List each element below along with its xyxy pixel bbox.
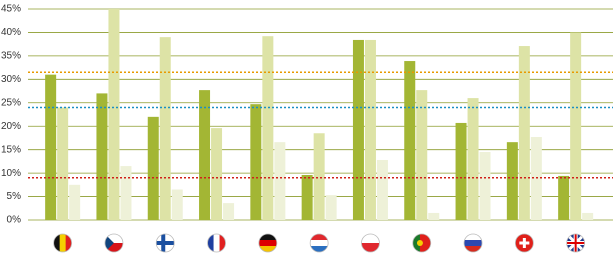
bar	[199, 90, 211, 221]
bar	[404, 61, 416, 221]
flag-part	[207, 234, 215, 252]
flag-border	[207, 233, 226, 253]
flag-part	[258, 240, 277, 247]
flag-part	[464, 246, 483, 252]
flag	[566, 234, 585, 252]
flag	[515, 234, 534, 252]
y-tick-label: 15%	[1, 144, 21, 155]
bar	[159, 37, 171, 221]
bar	[96, 93, 108, 220]
bar	[108, 9, 120, 220]
flag-border	[104, 233, 124, 253]
y-tick-label: 25%	[1, 97, 21, 108]
bar	[313, 133, 325, 220]
flag-border	[155, 233, 175, 253]
flag-part	[258, 234, 277, 241]
bar	[518, 46, 530, 220]
flag-part	[566, 242, 585, 244]
bar	[211, 128, 223, 220]
flag-part	[53, 234, 61, 252]
bar	[570, 32, 582, 220]
bar	[69, 184, 81, 220]
flag-part	[104, 243, 123, 252]
flag-border	[309, 233, 329, 253]
flag-border	[463, 233, 483, 253]
flag-part	[310, 234, 329, 241]
y-tick-label: 10%	[1, 168, 21, 179]
y-tick-label: 20%	[1, 121, 21, 132]
flag-part	[59, 234, 67, 252]
flag	[464, 234, 483, 252]
bar	[364, 39, 376, 220]
flag-part	[219, 234, 226, 252]
bar	[274, 142, 286, 220]
flag	[53, 234, 72, 252]
flag-part	[65, 234, 72, 252]
flag-part	[310, 246, 329, 252]
bar	[120, 166, 132, 220]
bar	[467, 98, 479, 220]
flag-border	[412, 233, 432, 253]
bar	[416, 90, 428, 221]
flag-border	[361, 233, 380, 253]
bar	[250, 104, 262, 220]
flag-part	[519, 241, 530, 245]
bar	[455, 122, 467, 220]
flag-part	[361, 243, 380, 252]
bar	[262, 36, 274, 220]
flag	[258, 234, 277, 252]
flag-border	[258, 233, 278, 253]
flag	[104, 234, 123, 252]
flag-part	[258, 246, 277, 252]
bar	[479, 152, 491, 220]
flag-part	[412, 234, 420, 252]
flag-border	[53, 233, 73, 253]
flag-border	[514, 233, 534, 253]
bar	[558, 175, 570, 220]
flag	[156, 234, 175, 252]
flag-part	[104, 234, 114, 252]
bar	[45, 74, 57, 221]
bar	[506, 142, 518, 220]
flag-part	[161, 234, 166, 252]
bar	[325, 195, 337, 220]
flag-part	[213, 234, 221, 252]
flag	[361, 234, 380, 252]
bar	[147, 116, 159, 220]
flag-border	[566, 233, 586, 253]
flag	[412, 234, 431, 252]
y-tick-label: 35%	[1, 51, 21, 62]
flag	[207, 234, 226, 252]
flag-part	[361, 234, 380, 244]
y-tick-label: 40%	[1, 27, 21, 38]
flag-part	[310, 240, 329, 247]
bar	[352, 39, 364, 220]
y-tick-label: 0%	[7, 215, 22, 226]
bar	[376, 159, 388, 220]
y-tick-label: 5%	[7, 191, 22, 202]
y-tick-label: 30%	[1, 74, 21, 85]
flag-part	[464, 240, 483, 247]
flag-part	[104, 234, 123, 243]
bar	[57, 107, 69, 220]
flag-part	[416, 240, 423, 246]
bar	[301, 174, 313, 220]
bar	[171, 189, 183, 220]
flag-part	[464, 234, 483, 241]
bar	[223, 203, 235, 220]
bar	[582, 212, 594, 220]
y-tick-label: 45%	[1, 4, 21, 15]
bar	[428, 212, 440, 220]
flag	[310, 234, 329, 252]
